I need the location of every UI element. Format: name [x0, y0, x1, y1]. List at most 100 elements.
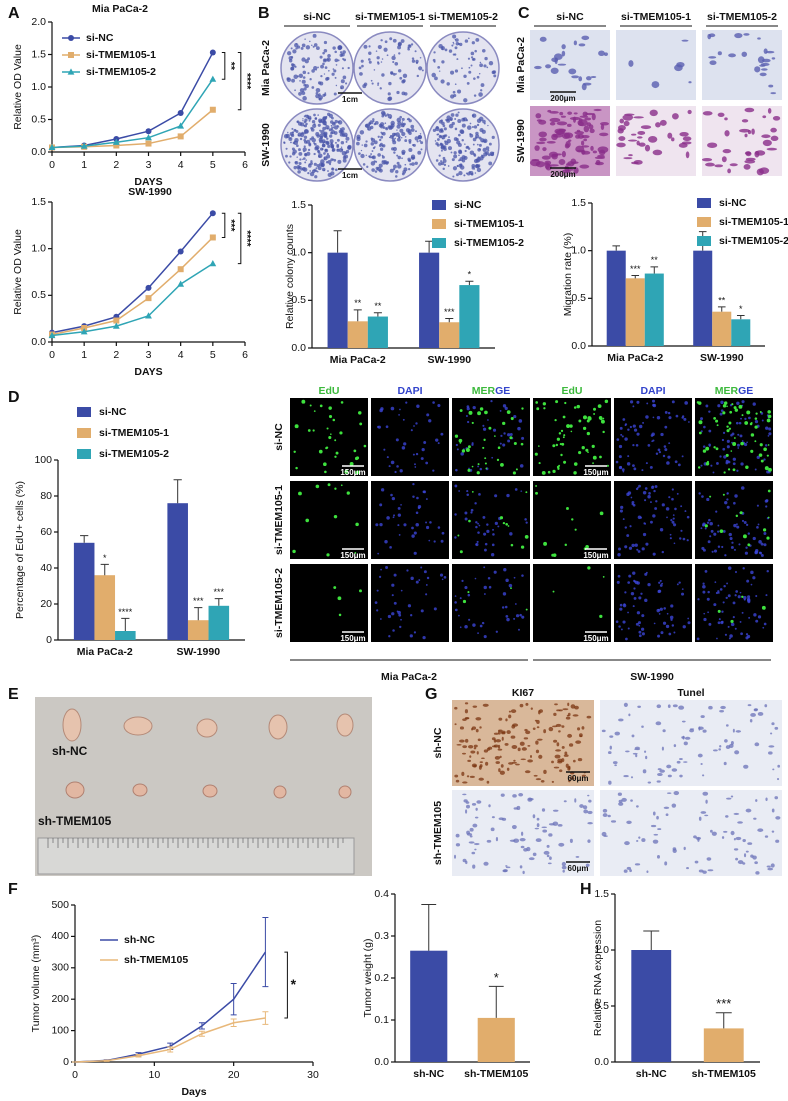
cell — [671, 137, 675, 142]
colony — [473, 168, 476, 170]
cell — [750, 854, 754, 858]
colony — [378, 123, 383, 128]
cell — [568, 779, 571, 783]
point — [113, 317, 120, 324]
colony — [334, 50, 337, 54]
edu-cell — [750, 449, 754, 453]
cell — [679, 757, 683, 761]
nucleus — [767, 435, 770, 437]
cell — [578, 121, 584, 127]
colony — [368, 51, 372, 55]
edu-cell — [510, 416, 514, 421]
colony — [476, 123, 480, 127]
cell — [582, 805, 588, 810]
colony — [303, 87, 307, 91]
colony — [311, 69, 315, 73]
colony — [414, 50, 417, 53]
colony — [329, 163, 332, 166]
colony — [450, 70, 455, 75]
colony — [323, 58, 327, 62]
cell — [466, 775, 470, 778]
cell — [530, 159, 541, 167]
colony — [474, 49, 477, 53]
cell — [529, 755, 533, 758]
panel-label: G — [425, 686, 437, 703]
cell — [491, 816, 495, 819]
cell — [498, 768, 501, 773]
micrograph — [600, 700, 782, 786]
colony — [339, 127, 342, 130]
nucleus — [466, 407, 470, 411]
nucleus — [687, 617, 690, 620]
nucleus — [396, 465, 399, 468]
nucleus — [456, 448, 459, 451]
colony — [299, 137, 303, 141]
cell — [471, 851, 476, 855]
colony — [387, 125, 392, 129]
cell — [551, 57, 559, 63]
cell — [600, 123, 605, 130]
cell — [623, 702, 628, 707]
colony — [325, 125, 330, 130]
nucleus — [477, 522, 479, 525]
error-bar — [643, 930, 660, 950]
nucleus — [521, 615, 525, 619]
cell — [559, 111, 564, 116]
edu-cell — [747, 543, 751, 547]
cell — [497, 748, 503, 751]
colony — [446, 82, 450, 86]
cell — [759, 72, 767, 77]
nucleus — [708, 429, 712, 433]
nucleus — [621, 468, 625, 472]
colony — [397, 164, 402, 169]
nucleus — [682, 625, 686, 629]
nucleus — [702, 582, 705, 585]
edu-cell — [484, 457, 487, 460]
colony — [367, 128, 370, 130]
cell — [550, 67, 559, 74]
colony — [335, 141, 337, 144]
edu-cell — [734, 408, 739, 412]
colony — [438, 70, 441, 72]
y-tick-label: 1.5 — [571, 197, 586, 209]
edu-cell — [587, 566, 591, 570]
cell — [652, 839, 659, 844]
cell — [561, 745, 565, 749]
point — [177, 248, 184, 255]
edu-cell — [563, 460, 567, 464]
cell — [541, 808, 546, 812]
edu-cell — [563, 434, 566, 437]
colony — [305, 45, 311, 50]
edu-cell — [335, 451, 339, 455]
cell — [501, 736, 504, 741]
nucleus — [768, 432, 772, 436]
cell — [711, 831, 717, 836]
nucleus — [488, 585, 492, 589]
edu-cell — [525, 491, 528, 494]
nucleus — [740, 462, 744, 466]
colony — [324, 93, 327, 96]
colony — [392, 140, 397, 145]
colony — [335, 64, 338, 66]
x-tick-label: sh-NC — [413, 1068, 444, 1080]
cell — [469, 827, 474, 832]
nucleus — [737, 443, 740, 447]
nucleus — [649, 465, 653, 469]
significance-bracket — [237, 212, 242, 265]
nucleus — [702, 590, 706, 594]
colony — [374, 120, 379, 125]
edu-cell — [602, 417, 605, 420]
nucleus — [380, 568, 382, 571]
nucleus — [646, 402, 649, 405]
nucleus — [524, 518, 527, 521]
nucleus — [405, 401, 408, 404]
nucleus — [659, 584, 663, 587]
bar — [459, 285, 480, 348]
y-tick-label: 0.5 — [31, 289, 46, 301]
nucleus — [622, 518, 625, 521]
colony — [314, 117, 318, 120]
cell — [768, 751, 773, 755]
nucleus — [425, 593, 428, 596]
nucleus — [637, 550, 641, 553]
cell — [697, 837, 700, 842]
